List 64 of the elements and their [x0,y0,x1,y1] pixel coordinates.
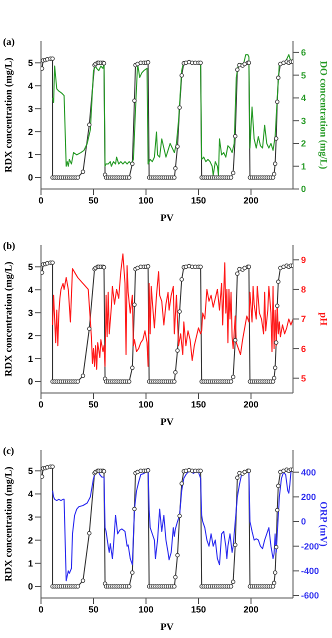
y-tick-label: 0 [28,376,33,387]
x-tick-label: 150 [190,604,206,614]
y2-tick-label: 6 [301,344,306,354]
y-tick-label: 2 [28,535,33,546]
y2-tick-label: -600 [301,590,320,601]
y2-tick-label: 3 [301,116,306,126]
text: (c) [3,446,14,457]
y2-tick-label: -200 [301,541,320,552]
y2-tick-label: 0 [301,184,306,194]
y-axis-title: RDX concentration (mg/L) [4,58,15,172]
x-tick-label: 150 [190,399,206,410]
y2-axis-title: DO concentration (mg/L) [317,60,328,170]
x-tick-label: 50 [88,399,99,410]
x-tick-label: 50 [88,604,99,614]
x-axis-title: PV [160,417,174,428]
y-tick-label: 4 [28,489,33,500]
x-tick-label: 150 [190,195,206,206]
line-series [52,253,293,370]
y-tick-label: 5 [28,58,33,68]
x-tick-label: 0 [38,399,44,410]
x-axis-title: PV [160,622,174,633]
y2-tick-label: 1 [301,161,306,172]
y2-axis-title: ORP (mV) [317,501,328,547]
x-tick-label: 0 [38,604,44,614]
y-tick-label: 0 [28,172,33,183]
y-tick-label: 5 [28,466,33,476]
y-tick-label: 3 [28,104,33,114]
y2-tick-label: 200 [301,492,316,502]
y2-tick-label: -400 [301,566,320,576]
y-tick-label: 1 [28,354,33,364]
y2-axis-title: pH [317,312,328,326]
text: (b) [3,241,16,252]
x-tick-label: 100 [138,195,154,206]
x-axis-title: PV [160,213,174,224]
y2-tick-label: 9 [301,254,306,265]
y-tick-label: 0 [28,582,33,592]
y-tick-label: 3 [28,512,33,522]
y-tick-label: 2 [28,126,33,137]
y2-tick-label: 400 [301,467,316,478]
y-tick-label: 4 [28,284,33,295]
x-tick-label: 0 [38,195,44,206]
x-tick-label: 200 [243,604,259,614]
y2-tick-label: 2 [301,138,306,149]
y-tick-label: 1 [28,150,33,160]
y-axis-title: RDX concentration (mg/L) [4,262,15,376]
y2-tick-label: 6 [301,48,306,58]
x-tick-label: 50 [88,195,99,206]
y2-tick-label: 4 [301,93,306,104]
y2-tick-label: 5 [301,373,306,384]
text: (a) [3,37,15,48]
x-tick-label: 200 [243,399,259,410]
x-tick-label: 100 [138,604,154,614]
y-axis-title: RDX concentration (mg/L) [4,466,15,582]
x-tick-label: 200 [243,195,259,206]
y-tick-label: 3 [28,308,33,318]
y-tick-label: 5 [28,262,33,272]
x-tick-label: 100 [138,399,154,410]
y2-tick-label: 8 [301,284,306,295]
y2-tick-label: 5 [301,70,306,80]
y-tick-label: 4 [28,80,33,91]
y-tick-label: 1 [28,558,33,569]
y2-tick-label: 0 [301,516,306,527]
y-tick-label: 2 [28,330,33,341]
y2-tick-label: 7 [301,314,306,324]
